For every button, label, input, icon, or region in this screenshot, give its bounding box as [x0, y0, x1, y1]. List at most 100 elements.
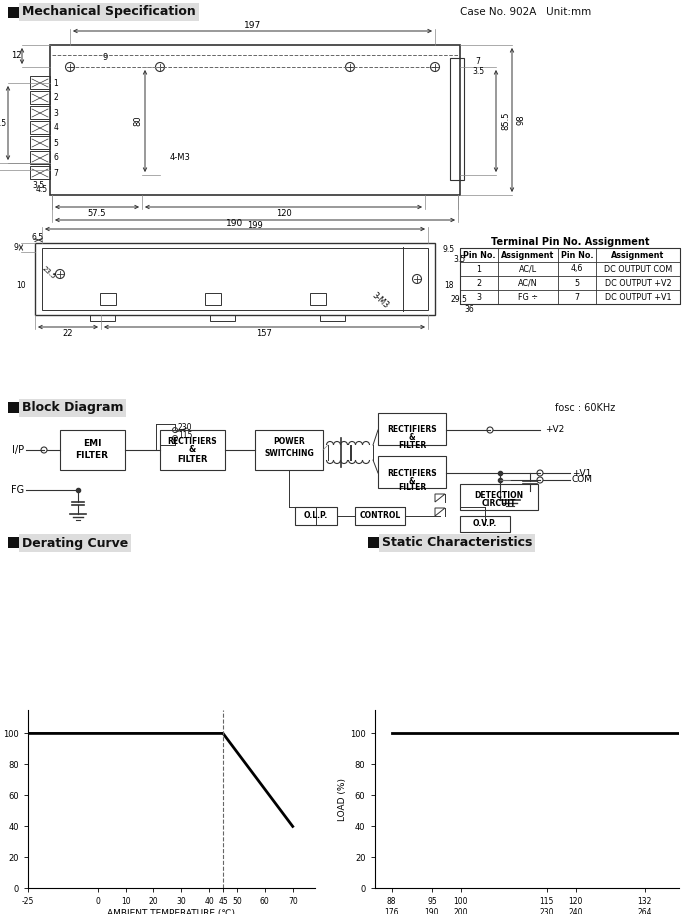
Text: &: & [409, 476, 415, 485]
Bar [90, 315, 115, 321]
Bar [30, 76, 50, 89]
Text: 3.5: 3.5 [472, 67, 484, 76]
Text: 4-M3: 4-M3 [169, 153, 190, 162]
Text: 18: 18 [444, 281, 454, 290]
Bar [378, 456, 446, 488]
Text: 4: 4 [54, 123, 58, 133]
Text: 85.5: 85.5 [501, 112, 510, 131]
Text: DC OUTPUT +V2: DC OUTPUT +V2 [605, 279, 671, 288]
Text: 1: 1 [54, 79, 58, 88]
Bar [60, 430, 125, 470]
Bar [295, 507, 337, 525]
Text: 5: 5 [54, 139, 58, 147]
Bar [42, 248, 428, 310]
Bar [355, 507, 405, 525]
Text: 80: 80 [134, 116, 143, 126]
Text: POWER: POWER [273, 438, 305, 447]
Text: FILTER: FILTER [398, 441, 426, 450]
Text: COM: COM [571, 475, 592, 484]
Bar [8, 537, 19, 548]
Text: 3.5: 3.5 [32, 180, 44, 189]
Bar [460, 484, 538, 510]
Text: 7: 7 [475, 57, 480, 66]
Bar [30, 166, 50, 179]
Text: RECTIFIERS: RECTIFIERS [387, 469, 437, 477]
Text: 29.5: 29.5 [451, 294, 468, 303]
Text: 12: 12 [10, 51, 21, 60]
Text: FILTER: FILTER [398, 484, 426, 493]
Text: 2: 2 [54, 93, 58, 102]
Text: FILTER: FILTER [176, 455, 207, 464]
Text: 9.5: 9.5 [443, 245, 455, 253]
Text: 36: 36 [464, 305, 474, 314]
Bar [460, 248, 680, 304]
Bar [205, 293, 221, 305]
Text: 6.5: 6.5 [32, 233, 44, 242]
Text: &: & [188, 445, 195, 454]
Text: AC/L: AC/L [519, 264, 537, 273]
Text: RECTIFIERS: RECTIFIERS [167, 438, 217, 447]
Text: 3: 3 [477, 292, 482, 302]
Bar [8, 7, 19, 18]
Text: 98: 98 [517, 114, 526, 125]
Text: 3: 3 [54, 109, 58, 118]
Text: O.V.P.: O.V.P. [473, 519, 497, 528]
Bar [30, 121, 50, 134]
Text: DETECTION: DETECTION [475, 491, 524, 499]
Bar [460, 516, 510, 532]
Text: +V1: +V1 [573, 469, 591, 477]
Text: Block Diagram: Block Diagram [22, 401, 123, 415]
Text: Assignment: Assignment [611, 250, 664, 260]
Text: 9: 9 [102, 54, 108, 62]
Text: 9: 9 [13, 242, 18, 251]
Text: 120: 120 [276, 208, 291, 218]
Text: 9.5: 9.5 [0, 119, 7, 127]
Text: 10: 10 [16, 281, 26, 290]
Text: 4.5: 4.5 [36, 186, 48, 195]
Bar [310, 293, 326, 305]
Text: 5: 5 [575, 279, 580, 288]
Bar [210, 315, 235, 321]
Text: &: & [409, 433, 415, 442]
Bar [320, 315, 345, 321]
Y-axis label: LOAD (%): LOAD (%) [338, 778, 347, 821]
Text: DC OUTPUT +V1: DC OUTPUT +V1 [605, 292, 671, 302]
Text: 2: 2 [477, 279, 482, 288]
Text: I/P: I/P [12, 445, 24, 455]
Text: FILTER: FILTER [76, 452, 108, 461]
Text: Mechanical Specification: Mechanical Specification [22, 5, 196, 18]
Bar [368, 537, 379, 548]
Text: Case No. 902A   Unit:mm: Case No. 902A Unit:mm [460, 7, 592, 17]
Text: 157: 157 [257, 328, 272, 337]
Text: Derating Curve: Derating Curve [22, 537, 128, 549]
Text: Assignment: Assignment [501, 250, 554, 260]
Text: 1: 1 [477, 264, 482, 273]
Bar [8, 402, 19, 413]
Text: 22: 22 [63, 328, 74, 337]
Text: FG: FG [11, 485, 25, 495]
X-axis label: AMBIENT TEMPERATURE (℃): AMBIENT TEMPERATURE (℃) [108, 909, 235, 914]
Bar [378, 413, 446, 445]
Text: 115: 115 [178, 431, 193, 441]
Text: 57.5: 57.5 [88, 208, 106, 218]
Bar [30, 151, 50, 164]
Text: Terminal Pin No. Assignment: Terminal Pin No. Assignment [491, 237, 650, 247]
Text: fosc : 60KHz: fosc : 60KHz [555, 403, 615, 413]
Text: RECTIFIERS: RECTIFIERS [387, 426, 437, 434]
Text: 4,6: 4,6 [570, 264, 583, 273]
Text: 199: 199 [247, 221, 263, 230]
Text: Pin No.: Pin No. [463, 250, 496, 260]
Bar [255, 430, 323, 470]
Bar [30, 106, 50, 119]
Bar [160, 430, 225, 470]
Text: FG ÷: FG ÷ [518, 292, 538, 302]
Text: 6: 6 [54, 154, 58, 163]
Text: +V2: +V2 [545, 426, 565, 434]
Text: CONTROL: CONTROL [359, 512, 400, 520]
Text: 230: 230 [178, 423, 193, 432]
Bar [450, 58, 464, 180]
Text: 7: 7 [575, 292, 580, 302]
Text: CIRCUIT: CIRCUIT [482, 499, 517, 508]
Bar [35, 243, 435, 315]
Text: 23.5: 23.5 [41, 266, 57, 281]
